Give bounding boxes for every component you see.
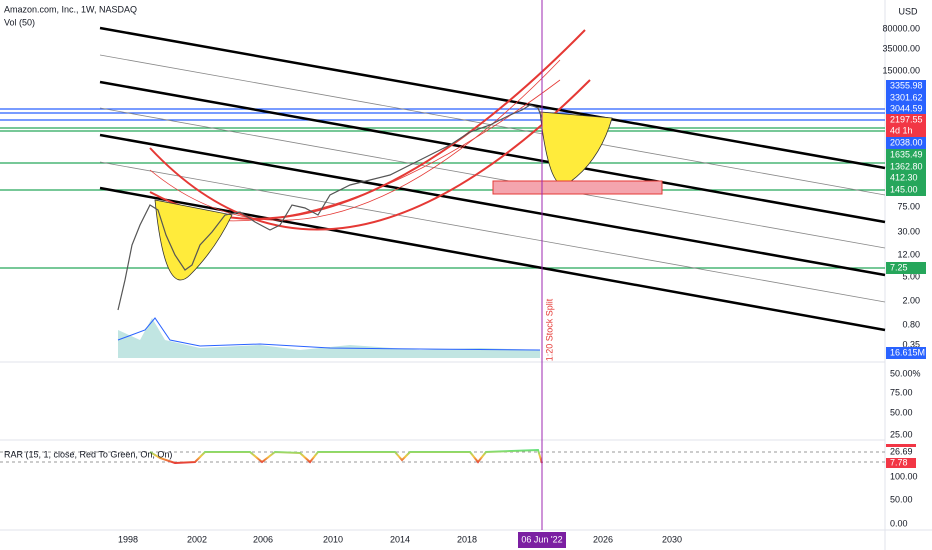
volume-label: Vol (50) [4,17,35,27]
time-label: 2026 [593,534,613,544]
price-tag-label: 1362.80 [890,161,923,171]
price-label: 0.80 [902,319,920,329]
price-tag-label: 3044.59 [890,103,923,113]
price-tag-label: 2197.55 [890,114,923,124]
time-label: 2002 [187,534,207,544]
price-tag-label: 412.30 [890,172,918,182]
price-tag [886,114,926,126]
rar-label: RAR (15, 1, close, Red To Green, On, On) [4,449,172,459]
price-label: 5.00 [902,271,920,281]
price-label: 75.00 [897,201,920,211]
price-tag [886,172,926,184]
price-tag [886,262,926,274]
pane-label: 75.00 [890,387,913,397]
volume-bars [118,318,540,358]
price-tag [886,347,926,359]
rar-top [886,444,916,447]
cursor-label: 06 Jun '22 [521,534,562,544]
price-series [117,104,543,311]
rar-label: 50.00 [890,494,913,504]
time-label: 2014 [390,534,410,544]
cup-shape [154,199,233,281]
rar-tag-label: 7.78 [890,457,908,467]
price-tag [886,92,926,104]
pane-label: 50.00 [890,407,913,417]
price-tag [886,80,926,92]
pane-label: 25.00 [890,429,913,439]
price-tag [886,161,926,173]
time-label: 2006 [253,534,273,544]
price-tag-label: 4d 1h [890,125,913,135]
time-label: 2030 [662,534,682,544]
price-tag-label: 145.00 [890,184,918,194]
symbol-title: Amazon.com, Inc., 1W, NASDAQ [4,4,137,14]
time-label: 1998 [118,534,138,544]
price-label: 2.00 [902,295,920,305]
price-label: 35000.00 [882,43,920,53]
price-label: 15000.00 [882,65,920,75]
channel [99,26,886,332]
price-tag-label: 7.25 [890,262,908,272]
price-tag-label: 1635.49 [890,149,923,159]
rar-tag [886,458,916,468]
zone-box [492,180,663,195]
horizontal-levels [0,108,885,269]
rar-label: 0.00 [890,518,908,528]
cursor-tag [518,532,566,548]
price-label: 30.00 [897,226,920,236]
price-label: 0.35 [902,339,920,349]
price-label: 12.00 [897,249,920,259]
price-tag-label: 16.615M [890,347,925,357]
volume-ma [117,317,541,351]
pane-label: 50.00% [890,368,921,378]
price-tag [886,125,926,137]
rar-tag-label: 26.69 [890,446,913,456]
price-tag-label: 3301.62 [890,92,923,102]
rar-line [149,448,543,465]
price-tag [886,149,926,161]
price-tag [886,103,926,115]
currency: USD [898,6,918,16]
time-label: 2018 [457,534,477,544]
price-tag-label: 2038.00 [890,137,923,147]
price-tag [886,137,926,149]
rar-label: 100.00 [890,471,918,481]
price-tag-label: 3355.98 [890,80,923,90]
rar-tag [886,447,916,457]
price-tag [886,184,926,196]
price-label: 80000.00 [882,23,920,33]
time-label: 2010 [323,534,343,544]
annotation: 1:20 Stock Split [544,298,554,361]
